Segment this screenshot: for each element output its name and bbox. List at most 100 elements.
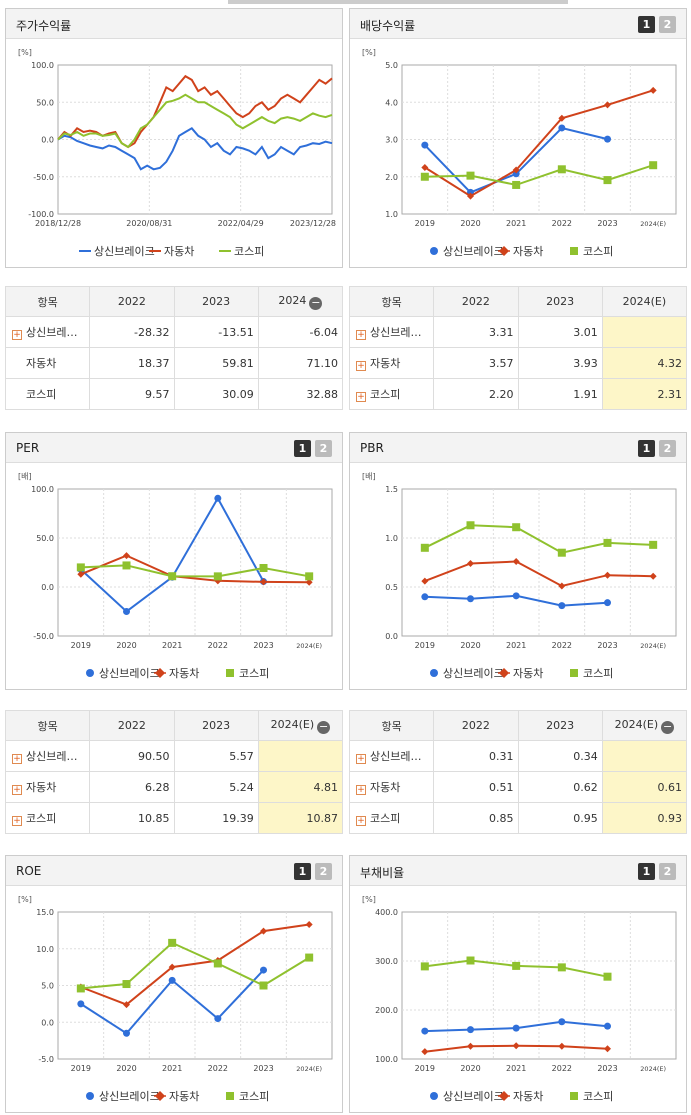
data-point xyxy=(466,171,475,180)
data-point xyxy=(604,135,611,143)
table-row: + 자동차 6.28 5.24 4.81 xyxy=(4,771,344,803)
data-point xyxy=(214,494,222,502)
column-header: 2023 xyxy=(173,286,259,317)
line-chart: [%] 400.0 300.0 200.0 100.0 2019 2020 2021 2022 2… xyxy=(362,895,677,1103)
table-cell: 6.28 xyxy=(89,771,175,803)
column-header: 2022 xyxy=(89,710,175,741)
expand-icon[interactable]: + xyxy=(356,330,366,340)
column-header: 항목 xyxy=(4,710,91,741)
period-button-1[interactable]: 1 xyxy=(638,16,655,33)
y-tick-label: -50.0 xyxy=(33,173,54,182)
header-text: 2023 xyxy=(202,295,231,308)
table-cell: 3.57 xyxy=(433,347,519,379)
panel-header: PBR 1 2 xyxy=(350,433,686,463)
y-tick-label: 5.0 xyxy=(41,982,54,991)
data-point xyxy=(168,572,177,581)
legend-label: 자동차 xyxy=(513,245,543,258)
period-button-2[interactable]: 2 xyxy=(315,863,332,880)
table-cell: 3.93 xyxy=(517,347,603,379)
x-tick-label: 2023 xyxy=(597,1064,617,1073)
expand-icon[interactable]: + xyxy=(12,785,22,795)
data-point xyxy=(558,124,566,132)
legend-label: 코스피 xyxy=(583,245,613,258)
data-point xyxy=(420,172,429,181)
x-tick-label: 2022/04/29 xyxy=(218,219,264,228)
collapse-icon[interactable]: − xyxy=(309,295,323,310)
table-row: 자동차 18.37 59.81 71.10 xyxy=(4,347,344,379)
x-tick-label: 2019 xyxy=(415,219,435,228)
period-button-1[interactable]: 1 xyxy=(294,863,311,880)
legend-marker xyxy=(570,669,578,677)
data-point xyxy=(259,981,268,990)
column-header: 2024(E) − xyxy=(257,710,344,741)
period-button-1[interactable]: 1 xyxy=(638,440,655,457)
collapse-icon[interactable]: − xyxy=(317,719,331,734)
expand-icon[interactable]: + xyxy=(12,754,22,764)
x-tick-label: 2020 xyxy=(116,641,136,650)
debt-ratio-panel: 부채비율 1 2 [%] 400.0 300.0 200.0 100.0 2019 2020 202… xyxy=(349,855,687,1113)
column-header: 2022 xyxy=(433,710,519,741)
table-cell: 5.57 xyxy=(173,740,259,772)
table-cell: 0.62 xyxy=(517,771,603,803)
expand-icon[interactable]: + xyxy=(356,754,366,764)
data-point xyxy=(467,1026,474,1034)
header-text: 2022 xyxy=(461,295,490,308)
table-cell: 19.39 xyxy=(173,802,259,834)
table-cell: 4.81 xyxy=(257,771,344,803)
series-line-2 xyxy=(424,560,654,588)
legend-label: 자동차 xyxy=(513,667,543,680)
series-line-3 xyxy=(424,164,654,186)
expand-icon[interactable]: + xyxy=(356,785,366,795)
legend-label: 코스피 xyxy=(239,667,269,680)
period-button-1[interactable]: 1 xyxy=(294,440,311,457)
legend-label: 상신브레이크 xyxy=(443,1090,504,1103)
table-cell: 30.09 xyxy=(173,378,259,410)
x-tick-label: 2024(E) xyxy=(296,642,322,650)
collapse-icon[interactable]: − xyxy=(661,719,675,734)
data-point xyxy=(557,963,566,972)
data-point xyxy=(305,953,314,962)
legend-marker xyxy=(430,669,438,677)
table-cell: -6.04 xyxy=(257,316,344,348)
data-point xyxy=(512,1042,520,1050)
legend-label: 자동차 xyxy=(513,1090,543,1103)
legend-marker xyxy=(226,669,234,677)
data-point xyxy=(467,192,474,200)
table-row: + 상신브레… 90.50 5.57 xyxy=(4,740,344,772)
data-point xyxy=(214,1015,222,1023)
table-cell: 0.34 xyxy=(517,740,603,772)
series-line-2 xyxy=(57,74,333,149)
panel-title: 부채비율 xyxy=(360,866,405,880)
table-cell: 1.91 xyxy=(517,378,603,410)
expand-icon[interactable]: + xyxy=(12,816,22,826)
data-point xyxy=(467,559,474,567)
expand-icon[interactable]: + xyxy=(12,330,22,340)
y-tick-label: 200.0 xyxy=(375,1006,398,1015)
period-button-2[interactable]: 2 xyxy=(315,440,332,457)
table-cell: 0.93 xyxy=(601,802,688,834)
header-text: 항목 xyxy=(381,719,402,733)
period-button-1[interactable]: 1 xyxy=(638,863,655,880)
period-button-2[interactable]: 2 xyxy=(659,863,676,880)
data-point xyxy=(604,1045,611,1053)
expand-icon[interactable]: + xyxy=(356,816,366,826)
column-header: 2023 xyxy=(517,710,603,741)
x-tick-label: 2023/12/28 xyxy=(290,219,336,228)
stock-return-table: 항목 2022 2023 2024− + 상신브레… -28.32 -13.51 -6.04 자동… xyxy=(4,286,344,410)
period-button-2[interactable]: 2 xyxy=(659,16,676,33)
x-tick-label: 2022 xyxy=(208,641,228,650)
expand-icon[interactable]: + xyxy=(356,392,366,402)
data-point xyxy=(76,984,85,993)
data-point xyxy=(421,1027,429,1035)
x-tick-label: 2022 xyxy=(552,219,572,228)
legend-marker xyxy=(498,245,510,257)
legend-marker xyxy=(86,1092,94,1100)
x-tick-label: 2019 xyxy=(71,1064,91,1073)
data-point xyxy=(466,956,475,965)
x-tick-label: 2022 xyxy=(552,1064,572,1073)
y-tick-label: 0.5 xyxy=(385,583,398,592)
expand-icon[interactable]: + xyxy=(356,361,366,371)
table-row: + 코스피 10.85 19.39 10.87 xyxy=(4,802,344,834)
period-button-2[interactable]: 2 xyxy=(659,440,676,457)
panel-header: PER 1 2 xyxy=(6,433,342,463)
